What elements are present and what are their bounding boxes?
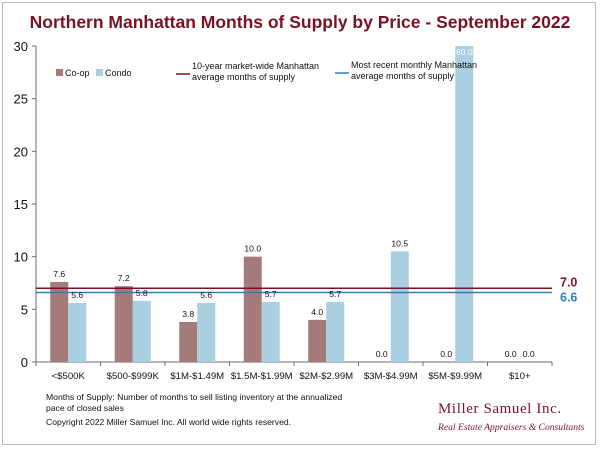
x-tick-label: $2M-$2.99M <box>299 371 353 382</box>
y-tick-label: 30 <box>14 39 28 54</box>
bar-value-label: 7.6 <box>53 269 65 279</box>
condo-bar <box>132 300 151 362</box>
bar-value-label: 10.0 <box>244 244 261 254</box>
reference-value-label: 7.0 <box>560 275 577 289</box>
co-op-bar <box>243 256 262 362</box>
condo-bar <box>68 303 87 362</box>
reference-value-label: 6.6 <box>560 290 577 304</box>
y-tick-label: 25 <box>14 92 28 107</box>
co-op-bar <box>179 321 198 362</box>
y-tick-label: 10 <box>14 250 28 265</box>
x-tick-label: $5M-$9.99M <box>428 371 482 382</box>
y-tick-label: 5 <box>21 302 28 317</box>
co-op-bar <box>50 281 69 362</box>
bar-value-label: 0.0 <box>440 349 452 359</box>
value-labels: 7.6 7.2 3.8 10.0 4.0 0.0 0.0 0.0 5.6 5.8 5.6 5.7 5.7… <box>53 47 535 359</box>
bar-value-label: 5.7 <box>265 289 277 299</box>
condo-bar <box>455 46 474 362</box>
bar-value-label: 0.0 <box>523 349 535 359</box>
chart-title: Northern Manhattan Months of Supply by P… <box>29 12 571 32</box>
y-tick-label: 20 <box>14 144 28 159</box>
bar-value-label: 5.6 <box>200 290 212 300</box>
bar-value-label: 4.0 <box>311 307 323 317</box>
legend-label-10yr: 10-year market-wide Manhattan average mon… <box>192 61 319 82</box>
brand-name: Miller Samuel Inc. <box>438 401 562 417</box>
condo-bar <box>197 303 216 362</box>
bar-value-label: 3.8 <box>182 309 194 319</box>
footnote-definition: Months of Supply: Number of months to se… <box>46 392 343 413</box>
x-tick-label: $1M-$1.49M <box>170 371 224 382</box>
brand-tagline: Real Estate Appraisers & Consultants <box>438 422 585 433</box>
co-op-bar <box>114 286 133 362</box>
legend-label-condo: Condo <box>105 68 132 78</box>
copyright-text: Copyright 2022 Miller Samuel Inc. All wo… <box>46 417 292 427</box>
condo-bar <box>261 301 280 362</box>
legend-swatch-coop <box>56 69 63 76</box>
legend-label-recent: Most recent monthly Manhattan average mon… <box>351 60 477 81</box>
bar-value-label: 5.8 <box>136 288 148 298</box>
x-tick-label: $500-$999K <box>107 371 160 382</box>
x-tick-label: $10+ <box>509 371 531 382</box>
co-op-bar <box>308 319 327 362</box>
bar-value-label: 0.0 <box>505 349 517 359</box>
condo-bar <box>326 301 345 362</box>
legend-swatch-condo <box>96 69 103 76</box>
x-tick-label: $1.5M-$1.99M <box>231 371 293 382</box>
bar-value-label: 5.6 <box>71 290 83 300</box>
bars <box>50 46 474 362</box>
chart-frame <box>2 2 596 445</box>
y-tick-label: 15 <box>14 197 28 212</box>
x-tick-label: <$500K <box>52 371 86 382</box>
bar-value-label: 7.2 <box>118 273 130 283</box>
legend-label-coop: Co-op <box>65 68 90 78</box>
legend: Co-op Condo 10-year market-wide Manhattan a… <box>56 60 477 82</box>
bar-value-label: 5.7 <box>329 289 341 299</box>
bar-value-label: 10.5 <box>391 238 408 248</box>
y-tick-label: 0 <box>21 355 28 370</box>
bar-value-label: 60.0 <box>456 47 473 57</box>
x-tick-label: $3M-$4.99M <box>364 371 418 382</box>
condo-bar <box>390 251 409 362</box>
axes: 0 5 10 15 20 25 30 <$500K $500-$999K $1M-$1.49M $1… <box>14 39 553 382</box>
bar-value-label: 0.0 <box>376 349 388 359</box>
reference-lines: 7.06.6 <box>36 275 577 304</box>
